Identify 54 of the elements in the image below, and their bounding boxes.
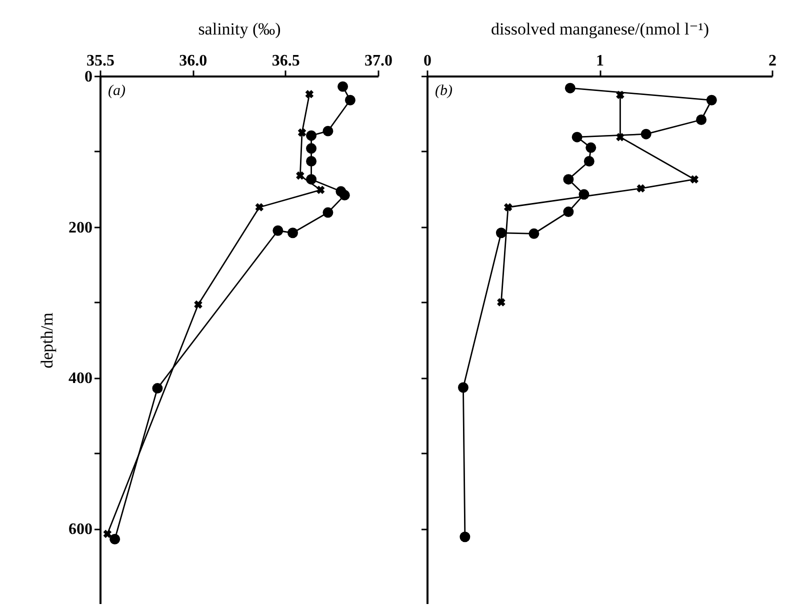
point [306,156,317,166]
point [690,175,699,184]
point [255,203,264,212]
point [528,228,540,239]
point [563,174,574,185]
point [103,530,112,538]
point [338,81,348,92]
point [344,94,356,106]
x-axis-title: salinity (‰) [198,20,281,38]
point [272,225,284,236]
point [497,298,506,306]
point [460,532,470,542]
point [306,130,317,141]
point [563,206,574,218]
x-tick-label: 37.0 [364,52,392,70]
x-tick-label: 0 [424,52,432,70]
point [696,114,707,125]
point [636,184,646,193]
y-tick-label: 600 [68,521,92,538]
point [316,186,325,194]
point [339,190,350,200]
x-tick-label: 36.5 [272,52,300,70]
point [564,82,576,94]
x-tick-label: 35.5 [86,52,114,70]
point [706,94,717,106]
point [110,534,120,544]
x-tick-label: 1 [596,52,604,70]
point [288,228,298,238]
point [504,203,512,212]
point [296,171,304,180]
point [306,143,317,154]
point [322,207,334,218]
point [586,142,596,153]
x-axis-title: dissolved manganese/(nmol l⁻¹) [490,20,710,38]
annotation: (a) [108,83,126,99]
point [640,128,652,140]
point [616,132,624,142]
point [458,382,468,393]
x-tick-label: 2 [768,52,776,70]
point [616,90,624,99]
x-tick-label: 36.0 [179,52,208,70]
point [584,156,594,166]
annotation: (b) [435,83,452,99]
y-tick-label: 200 [68,219,92,236]
point [152,383,163,394]
point [298,128,306,137]
point [194,300,202,309]
point [322,126,334,136]
y-axis-title: depth/m [38,312,56,368]
y-tick-label: 400 [68,370,92,388]
point [496,228,506,238]
point [305,90,314,98]
point [572,132,582,142]
y-tick-label: 0 [84,68,92,86]
